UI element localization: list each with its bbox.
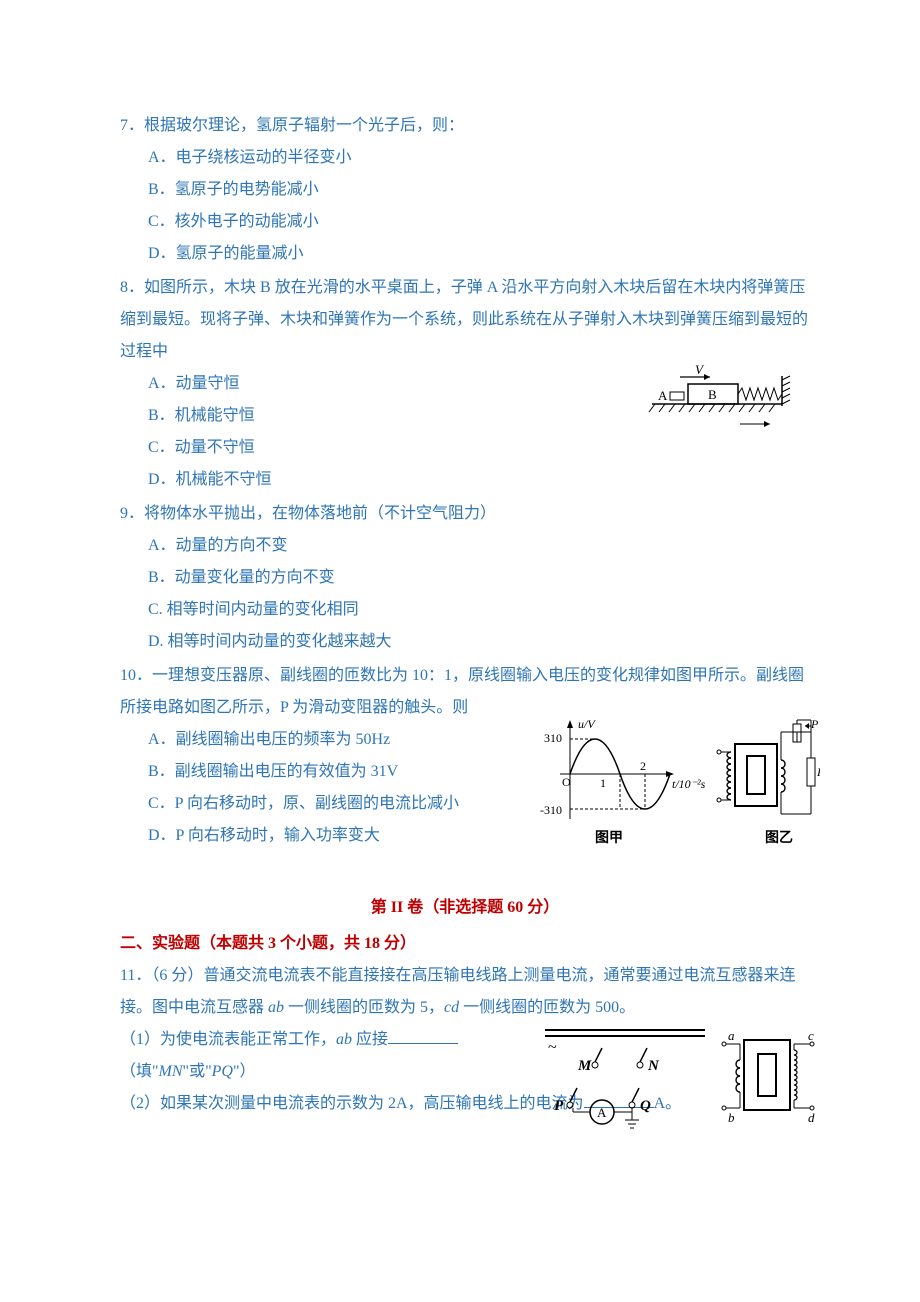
q10-text: 一理想变压器原、副线圈的匝数比为 10：1，原线圈输入电压的变化规律如图甲所示。…	[120, 667, 804, 716]
q11-a: a	[728, 1028, 735, 1043]
question-11: ~ M N P Q A	[120, 960, 810, 1120]
q11-p2-pre: （2）如果某次测量中电流表的示数为 2A，高压输电线上的电流为	[120, 1095, 584, 1112]
q11-h-pq: PQ	[212, 1063, 233, 1080]
q10-caption1: 图甲	[595, 829, 623, 845]
q9-opt-c: C. 相等时间内动量的变化相同	[120, 594, 810, 626]
q11-points: （6 分）	[151, 967, 203, 984]
svg-text:O: O	[562, 775, 571, 789]
q10-transformer: P R	[717, 717, 820, 814]
q9-stem: 9．将物体水平抛出，在物体落地前（不计空气阻力）	[120, 498, 810, 530]
q11-num: 11．	[120, 967, 151, 984]
section2-sub: 二、实验题（本题共 3 个小题，共 18 分）	[120, 928, 810, 960]
q11-M: M	[577, 1058, 592, 1074]
q11-h-pre: （填"	[120, 1063, 159, 1080]
q7-opt-b: B．氢原子的电势能减小	[120, 174, 810, 206]
q7-opt-c: C．核外电子的动能减小	[120, 206, 810, 238]
q11-ab: ab	[268, 999, 284, 1016]
section2-title: 第 II 卷（非选择题 60 分）	[120, 892, 810, 924]
q10-figure: u/V t/10⁻²s 310 -310 O 1 2 图甲	[540, 714, 820, 866]
q10-graph: u/V t/10⁻²s 310 -310 O 1 2	[540, 717, 706, 819]
q11-h-mn: MN	[159, 1063, 183, 1080]
q7-text: 根据玻尔理论，氢原子辐射一个光子后，则：	[144, 117, 464, 134]
q11-d: d	[808, 1110, 815, 1125]
q11-s1b: 一侧线圈的匝数为 5，	[284, 999, 444, 1016]
q11-p1-ab: ab	[336, 1031, 352, 1048]
question-8: 8．如图所示，木块 B 放在光滑的水平桌面上，子弹 A 沿水平方向射入木块后留在…	[120, 272, 810, 496]
q11-s1c: 一侧线圈的匝数为 500。	[459, 999, 635, 1016]
q8-num: 8．	[120, 279, 144, 296]
q11-ammeter-label: A	[597, 1105, 607, 1120]
q11-p1-pre: （1）为使电流表能正常工作，	[120, 1031, 336, 1048]
q9-text: 将物体水平抛出，在物体落地前（不计空气阻力）	[144, 505, 496, 522]
q7-num: 7．	[120, 117, 144, 134]
q8-opt-d: D．机械能不守恒	[120, 464, 810, 496]
q8-fig-b: B	[708, 387, 717, 402]
q7-opt-d: D．氢原子的能量减小	[120, 238, 810, 270]
q8-fig-a: A	[658, 388, 668, 403]
svg-text:~: ~	[548, 1039, 557, 1056]
q8-figure: V A B	[640, 362, 810, 444]
q10-caption2: 图乙	[765, 829, 793, 845]
question-10: 10．一理想变压器原、副线圈的匝数比为 10：1，原线圈输入电压的变化规律如图甲…	[120, 660, 810, 852]
q9-opt-d: D. 相等时间内动量的变化越来越大	[120, 626, 810, 658]
q11-Q: Q	[640, 1098, 651, 1114]
q7-opt-a: A．电子绕核运动的半径变小	[120, 142, 810, 174]
q9-opt-a: A．动量的方向不变	[120, 530, 810, 562]
q11-N: N	[647, 1058, 660, 1074]
svg-text:t/10⁻²s: t/10⁻²s	[672, 777, 706, 791]
svg-text:u/V: u/V	[578, 717, 596, 731]
q10-xtick1: 1	[600, 776, 606, 790]
q9-opt-b: B．动量变化量的方向不变	[120, 562, 810, 594]
q11-P: P	[554, 1098, 564, 1114]
q11-h-mid: "或"	[183, 1063, 212, 1080]
q10-xtick2: 2	[640, 759, 646, 773]
q11-p1-post: 应接	[352, 1031, 388, 1048]
q11-blank1	[388, 1025, 458, 1044]
q8-text: 如图所示，木块 B 放在光滑的水平桌面上，子弹 A 沿水平方向射入木块后留在木块…	[120, 279, 808, 360]
q10-num: 10．	[120, 667, 152, 684]
q11-cd: cd	[444, 999, 459, 1016]
q10-ymax: 310	[544, 731, 562, 745]
q10-ymin: -310	[540, 803, 562, 817]
q9-num: 9．	[120, 505, 144, 522]
q10-labelR: R	[816, 765, 820, 779]
q11-b: b	[728, 1110, 735, 1125]
q11-h-post: "）	[233, 1063, 256, 1080]
q11-stem: 11．（6 分）普通交流电流表不能直接接在高压输电线路上测量电流，通常要通过电流…	[120, 960, 810, 1024]
question-7: 7．根据玻尔理论，氢原子辐射一个光子后，则： A．电子绕核运动的半径变小 B．氢…	[120, 110, 810, 270]
q11-c: c	[808, 1028, 814, 1043]
q7-stem: 7．根据玻尔理论，氢原子辐射一个光子后，则：	[120, 110, 810, 142]
q8-stem: 8．如图所示，木块 B 放在光滑的水平桌面上，子弹 A 沿水平方向射入木块后留在…	[120, 272, 810, 368]
q8-fig-v: V	[695, 362, 705, 377]
question-9: 9．将物体水平抛出，在物体落地前（不计空气阻力） A．动量的方向不变 B．动量变…	[120, 498, 810, 658]
q11-figure: ~ M N P Q A	[540, 1020, 820, 1142]
